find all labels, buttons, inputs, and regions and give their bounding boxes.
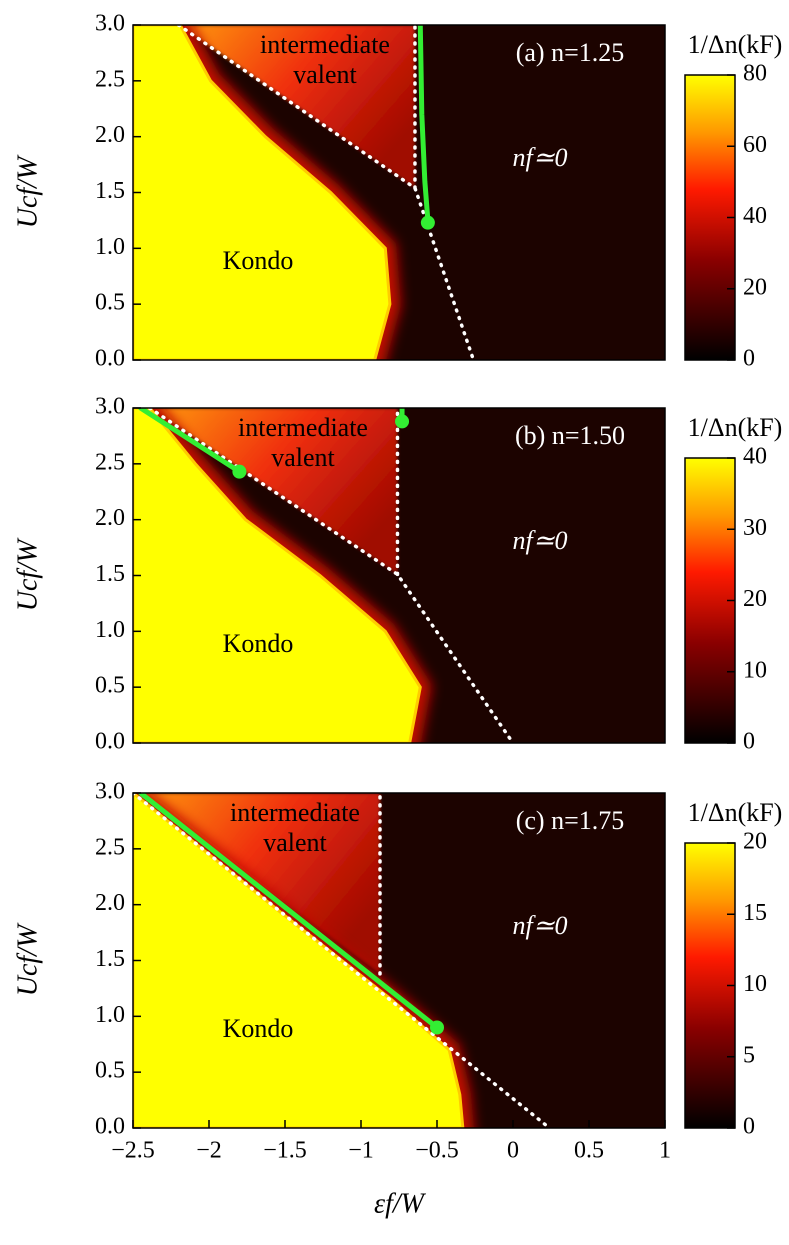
y-tick-label: 1.5: [95, 946, 125, 972]
colorbar: [684, 842, 736, 1129]
x-tick-label: 0.5: [574, 1138, 604, 1164]
colorbar: [684, 457, 736, 744]
y-tick-label: 0.0: [95, 346, 125, 372]
y-axis-label: Ucf/W: [12, 154, 43, 228]
colorbar-tick-label: 5: [743, 1042, 755, 1068]
x-axis-label: εf/W: [374, 1188, 427, 1219]
y-tick-label: 3.0: [95, 11, 125, 37]
colorbar-tick-label: 40: [743, 444, 767, 470]
colorbar-title: 1/Δn(kF): [688, 798, 783, 827]
region-label: nf≃0: [512, 911, 567, 940]
y-tick-label: 0.0: [95, 729, 125, 755]
colorbar-tick-label: 60: [743, 132, 767, 158]
colorbar: [684, 74, 736, 361]
colorbar-tick-label: 0: [743, 1114, 755, 1140]
region-label: intermediate: [230, 798, 360, 827]
green-line: [138, 793, 440, 1030]
dotted-boundary: [133, 793, 552, 1128]
colorbar-tick-label: 0: [743, 729, 755, 755]
region-label: intermediate: [260, 30, 390, 59]
region-label: valent: [293, 60, 357, 89]
colorbar-tick-label: 10: [743, 971, 767, 997]
y-tick-label: 0.5: [95, 1058, 125, 1084]
colorbar-title: 1/Δn(kF): [688, 413, 783, 442]
y-tick-label: 3.0: [95, 394, 125, 420]
kondo-region: [133, 408, 422, 743]
y-tick-label: 0.5: [95, 673, 125, 699]
y-tick-label: 2.0: [95, 122, 125, 148]
panel-annotation: (c) n=1.75: [516, 806, 625, 835]
y-tick-label: 2.5: [95, 834, 125, 860]
colorbar-tick-label: 40: [743, 203, 767, 229]
green-line: [138, 408, 242, 475]
x-tick-label: −2.5: [111, 1138, 155, 1164]
green-dot: [430, 1020, 444, 1035]
region-label: nf≃0: [512, 143, 567, 172]
x-tick-label: −1: [348, 1138, 374, 1164]
panel-annotation: (b) n=1.50: [515, 421, 625, 450]
colorbar-tick-label: 80: [743, 61, 767, 87]
colorbar-tick-label: 0: [743, 346, 755, 372]
y-tick-label: 3.0: [95, 779, 125, 805]
colorbar-tick-label: 30: [743, 515, 767, 541]
kondo-region: [133, 25, 392, 360]
plot-area: [133, 793, 665, 1128]
y-tick-label: 1.0: [95, 1002, 125, 1028]
y-tick-label: 2.0: [95, 890, 125, 916]
green-dot: [232, 464, 247, 479]
colorbar-tick-label: 20: [743, 586, 767, 612]
colorbar-tick-label: 10: [743, 657, 767, 683]
plot-area: [133, 25, 665, 360]
region-label: Kondo: [223, 246, 294, 275]
region-label: Kondo: [223, 629, 294, 658]
region-label: valent: [271, 443, 335, 472]
green-dot: [395, 414, 410, 429]
y-tick-label: 2.0: [95, 505, 125, 531]
colorbar-tick-label: 15: [743, 900, 767, 926]
y-tick-label: 1.0: [95, 617, 125, 643]
x-tick-label: −0.5: [415, 1138, 459, 1164]
y-tick-label: 1.5: [95, 178, 125, 204]
y-axis-label: Ucf/W: [12, 922, 43, 996]
region-label: Kondo: [223, 1014, 294, 1043]
colorbar-tick-label: 20: [743, 274, 767, 300]
x-tick-label: 0: [507, 1138, 519, 1164]
y-tick-label: 2.5: [95, 66, 125, 92]
y-tick-label: 0.5: [95, 290, 125, 316]
plot-area: [133, 408, 665, 743]
green-dot: [420, 215, 435, 230]
region-label: valent: [263, 828, 327, 857]
green-line: [417, 25, 431, 223]
region-label: intermediate: [238, 413, 368, 442]
y-tick-label: 1.5: [95, 561, 125, 587]
panel-annotation: (a) n=1.25: [516, 38, 625, 67]
y-tick-label: 1.0: [95, 234, 125, 260]
x-tick-label: −2: [196, 1138, 222, 1164]
colorbar-title: 1/Δn(kF): [688, 30, 783, 59]
x-tick-label: −1.5: [263, 1138, 307, 1164]
region-label: nf≃0: [512, 526, 567, 555]
y-axis-label: Ucf/W: [12, 537, 43, 611]
y-tick-label: 0.0: [95, 1114, 125, 1140]
colorbar-tick-label: 20: [743, 829, 767, 855]
x-tick-label: 1: [659, 1138, 671, 1164]
y-tick-label: 2.5: [95, 449, 125, 475]
